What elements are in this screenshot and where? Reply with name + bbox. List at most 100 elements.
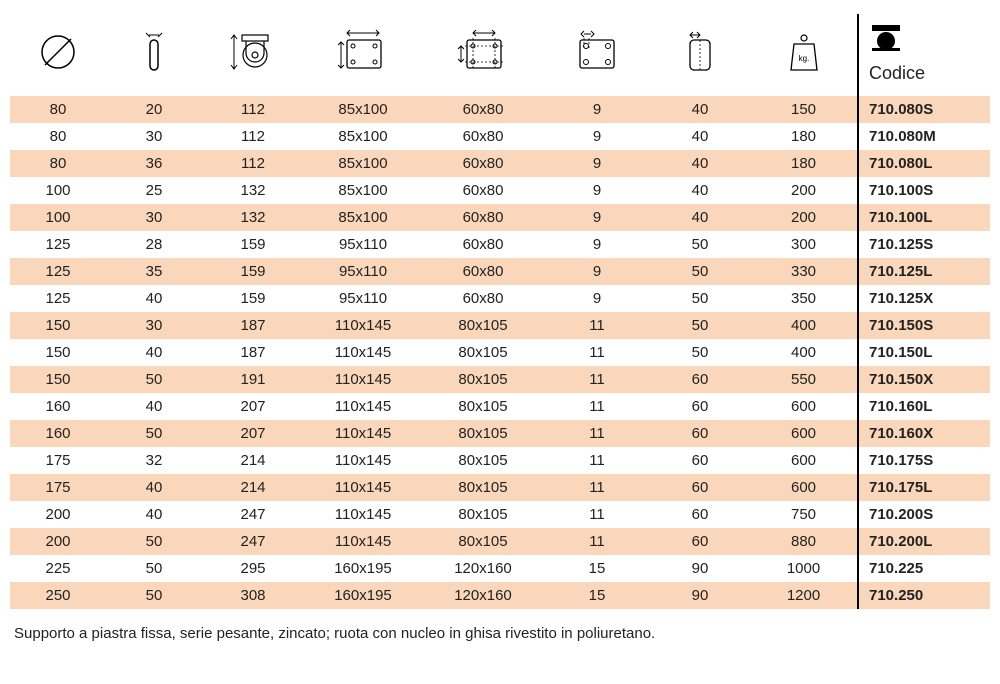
table-cell: 200 xyxy=(750,177,858,204)
table-cell: 207 xyxy=(202,393,304,420)
table-row: 15050191110x14580x1051160550710.150X xyxy=(10,366,990,393)
table-cell: 350 xyxy=(750,285,858,312)
table-cell: 159 xyxy=(202,258,304,285)
table-cell: 80x105 xyxy=(422,447,544,474)
table-cell: 50 xyxy=(106,582,202,609)
table-row: 1003013285x10060x80940200710.100L xyxy=(10,204,990,231)
table-cell: 710.225 xyxy=(858,555,990,582)
table-cell: 60 xyxy=(650,474,750,501)
table-cell: 160 xyxy=(10,393,106,420)
table-cell: 80x105 xyxy=(422,339,544,366)
table-cell: 85x100 xyxy=(304,123,422,150)
table-cell: 60x80 xyxy=(422,96,544,123)
table-cell: 40 xyxy=(650,204,750,231)
table-cell: 200 xyxy=(10,528,106,555)
table-cell: 207 xyxy=(202,420,304,447)
table-cell: 710.160X xyxy=(858,420,990,447)
table-cell: 120x160 xyxy=(422,555,544,582)
table-cell: 308 xyxy=(202,582,304,609)
table-cell: 175 xyxy=(10,474,106,501)
load-capacity-icon: kg. xyxy=(784,30,824,74)
table-cell: 50 xyxy=(650,312,750,339)
table-cell: 9 xyxy=(544,150,650,177)
table-cell: 11 xyxy=(544,447,650,474)
table-cell: 40 xyxy=(650,96,750,123)
table-cell: 60x80 xyxy=(422,231,544,258)
table-cell: 160x195 xyxy=(304,555,422,582)
table-cell: 250 xyxy=(10,582,106,609)
table-cell: 85x100 xyxy=(304,96,422,123)
table-row: 1254015995x11060x80950350710.125X xyxy=(10,285,990,312)
table-cell: 191 xyxy=(202,366,304,393)
table-cell: 159 xyxy=(202,231,304,258)
table-cell: 550 xyxy=(750,366,858,393)
table-cell: 710.150S xyxy=(858,312,990,339)
svg-text:kg.: kg. xyxy=(798,54,809,63)
table-cell: 11 xyxy=(544,474,650,501)
table-cell: 710.200S xyxy=(858,501,990,528)
table-cell: 710.175L xyxy=(858,474,990,501)
table-cell: 295 xyxy=(202,555,304,582)
table-cell: 11 xyxy=(544,501,650,528)
table-cell: 80x105 xyxy=(422,366,544,393)
table-cell: 11 xyxy=(544,528,650,555)
table-cell: 32 xyxy=(106,447,202,474)
table-cell: 85x100 xyxy=(304,204,422,231)
table-cell: 100 xyxy=(10,204,106,231)
caption-text: Supporto a piastra fissa, serie pesante,… xyxy=(10,625,990,642)
table-cell: 710.150L xyxy=(858,339,990,366)
table-cell: 160 xyxy=(10,420,106,447)
table-cell: 11 xyxy=(544,393,650,420)
table-cell: 60x80 xyxy=(422,123,544,150)
table-row: 17532214110x14580x1051160600710.175S xyxy=(10,447,990,474)
table-cell: 50 xyxy=(650,258,750,285)
table-cell: 600 xyxy=(750,474,858,501)
fixed-caster-icon xyxy=(869,23,903,53)
col-header-plate-size xyxy=(304,14,422,96)
table-cell: 247 xyxy=(202,501,304,528)
table-cell: 110x145 xyxy=(304,420,422,447)
table-cell: 90 xyxy=(650,555,750,582)
table-cell: 80 xyxy=(10,150,106,177)
table-row: 20040247110x14580x1051160750710.200S xyxy=(10,501,990,528)
table-cell: 9 xyxy=(544,123,650,150)
table-cell: 11 xyxy=(544,366,650,393)
table-cell: 214 xyxy=(202,447,304,474)
table-cell: 187 xyxy=(202,312,304,339)
table-cell: 50 xyxy=(106,555,202,582)
col-header-code: Codice xyxy=(858,14,990,96)
table-cell: 110x145 xyxy=(304,474,422,501)
table-cell: 30 xyxy=(106,204,202,231)
table-row: 1002513285x10060x80940200710.100S xyxy=(10,177,990,204)
table-cell: 80x105 xyxy=(422,501,544,528)
table-cell: 710.125X xyxy=(858,285,990,312)
table-cell: 9 xyxy=(544,177,650,204)
table-cell: 40 xyxy=(650,177,750,204)
col-header-wheel-width xyxy=(106,14,202,96)
table-row: 16040207110x14580x1051160600710.160L xyxy=(10,393,990,420)
table-cell: 15 xyxy=(544,582,650,609)
table-cell: 50 xyxy=(650,285,750,312)
table-cell: 160x195 xyxy=(304,582,422,609)
table-cell: 80x105 xyxy=(422,474,544,501)
table-cell: 110x145 xyxy=(304,447,422,474)
table-cell: 50 xyxy=(106,366,202,393)
offset-icon xyxy=(680,30,720,74)
table-cell: 20 xyxy=(106,96,202,123)
table-cell: 9 xyxy=(544,96,650,123)
col-header-overall-height xyxy=(202,14,304,96)
table-cell: 11 xyxy=(544,339,650,366)
table-cell: 330 xyxy=(750,258,858,285)
table-cell: 710.160L xyxy=(858,393,990,420)
table-cell: 60x80 xyxy=(422,150,544,177)
table-cell: 247 xyxy=(202,528,304,555)
bolt-hole-diameter-icon xyxy=(572,30,622,74)
diameter-icon xyxy=(37,31,79,73)
table-cell: 35 xyxy=(106,258,202,285)
table-cell: 180 xyxy=(750,123,858,150)
table-cell: 214 xyxy=(202,474,304,501)
table-cell: 125 xyxy=(10,258,106,285)
table-cell: 150 xyxy=(10,339,106,366)
table-cell: 710.175S xyxy=(858,447,990,474)
table-row: 15040187110x14580x1051150400710.150L xyxy=(10,339,990,366)
